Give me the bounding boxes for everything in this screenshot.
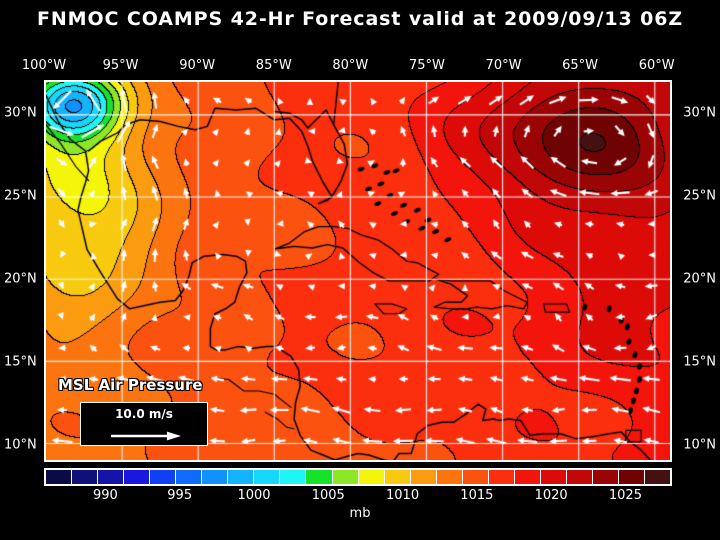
colorbar[interactable]	[44, 468, 672, 486]
longitude-tick-label: 60°W	[638, 58, 675, 73]
page-title: FNMOC COAMPS 42-Hr Forecast valid at 200…	[36, 8, 684, 30]
colorbar-cell	[436, 470, 463, 484]
pressure-field-canvas	[46, 82, 670, 460]
colorbar-cell	[228, 470, 255, 484]
colorbar-cell	[645, 470, 671, 484]
colorbar-cell	[150, 470, 177, 484]
latitude-tick-label: 30°N	[4, 105, 37, 121]
colorbar-tick-label: 995	[167, 488, 193, 503]
colorbar-tick-label: 1005	[311, 488, 345, 503]
colorbar-cell	[254, 470, 281, 484]
map-plot-area[interactable]: MSL Air Pressure 10.0 m/s	[44, 80, 672, 462]
colorbar-tick-label: 1025	[608, 488, 642, 503]
latitude-tick-label: 10°N	[4, 437, 37, 453]
latitude-tick-label: 25°N	[683, 188, 716, 204]
latitude-tick-label: 10°N	[683, 437, 716, 453]
field-label: MSL Air Pressure	[58, 376, 203, 394]
colorbar-tick-label: 1015	[460, 488, 494, 503]
colorbar-cell	[462, 470, 489, 484]
latitude-tick-label: 20°N	[683, 271, 716, 287]
latitude-tick-label: 15°N	[683, 354, 716, 370]
colorbar-cell	[124, 470, 151, 484]
latitude-tick-label: 30°N	[683, 105, 716, 121]
colorbar-tick-label: 1000	[237, 488, 271, 503]
colorbar-cell	[619, 470, 646, 484]
colorbar-units-label: mb	[349, 506, 371, 521]
colorbar-tick-label: 1010	[386, 488, 420, 503]
colorbar-cell	[202, 470, 229, 484]
colorbar-cell	[176, 470, 203, 484]
colorbar-cell	[592, 470, 620, 484]
wind-arrow-icon	[111, 431, 181, 441]
latitude-tick-label: 25°N	[4, 188, 37, 204]
colorbar-tick-label: 990	[93, 488, 118, 503]
colorbar-cell	[280, 470, 307, 484]
longitude-tick-label: 70°W	[485, 58, 522, 73]
colorbar-cell	[98, 470, 125, 484]
colorbar-cell	[358, 470, 385, 484]
colorbar-cell	[384, 470, 411, 484]
colorbar-cell	[514, 470, 541, 484]
colorbar-cell	[306, 470, 333, 484]
colorbar-cell	[540, 470, 567, 484]
latitude-tick-label: 20°N	[4, 271, 37, 287]
longitude-tick-label: 75°W	[408, 58, 445, 73]
latitude-tick-label: 15°N	[4, 354, 37, 370]
colorbar-cell	[332, 470, 359, 484]
longitude-tick-label: 90°W	[179, 58, 216, 73]
colorbar-cell	[72, 470, 99, 484]
colorbar-cell	[410, 470, 437, 484]
longitude-tick-label: 95°W	[102, 58, 139, 73]
colorbar-cell	[488, 470, 515, 484]
colorbar-cell	[566, 470, 593, 484]
colorbar-cell	[46, 470, 73, 484]
colorbar-tick-label: 1020	[534, 488, 568, 503]
longitude-tick-label: 100°W	[21, 58, 67, 73]
wind-vector-key-label: 10.0 m/s	[115, 407, 173, 421]
longitude-tick-label: 80°W	[332, 58, 369, 73]
longitude-tick-label: 65°W	[562, 58, 599, 73]
wind-vector-key: 10.0 m/s	[80, 402, 208, 446]
longitude-tick-label: 85°W	[255, 58, 292, 73]
